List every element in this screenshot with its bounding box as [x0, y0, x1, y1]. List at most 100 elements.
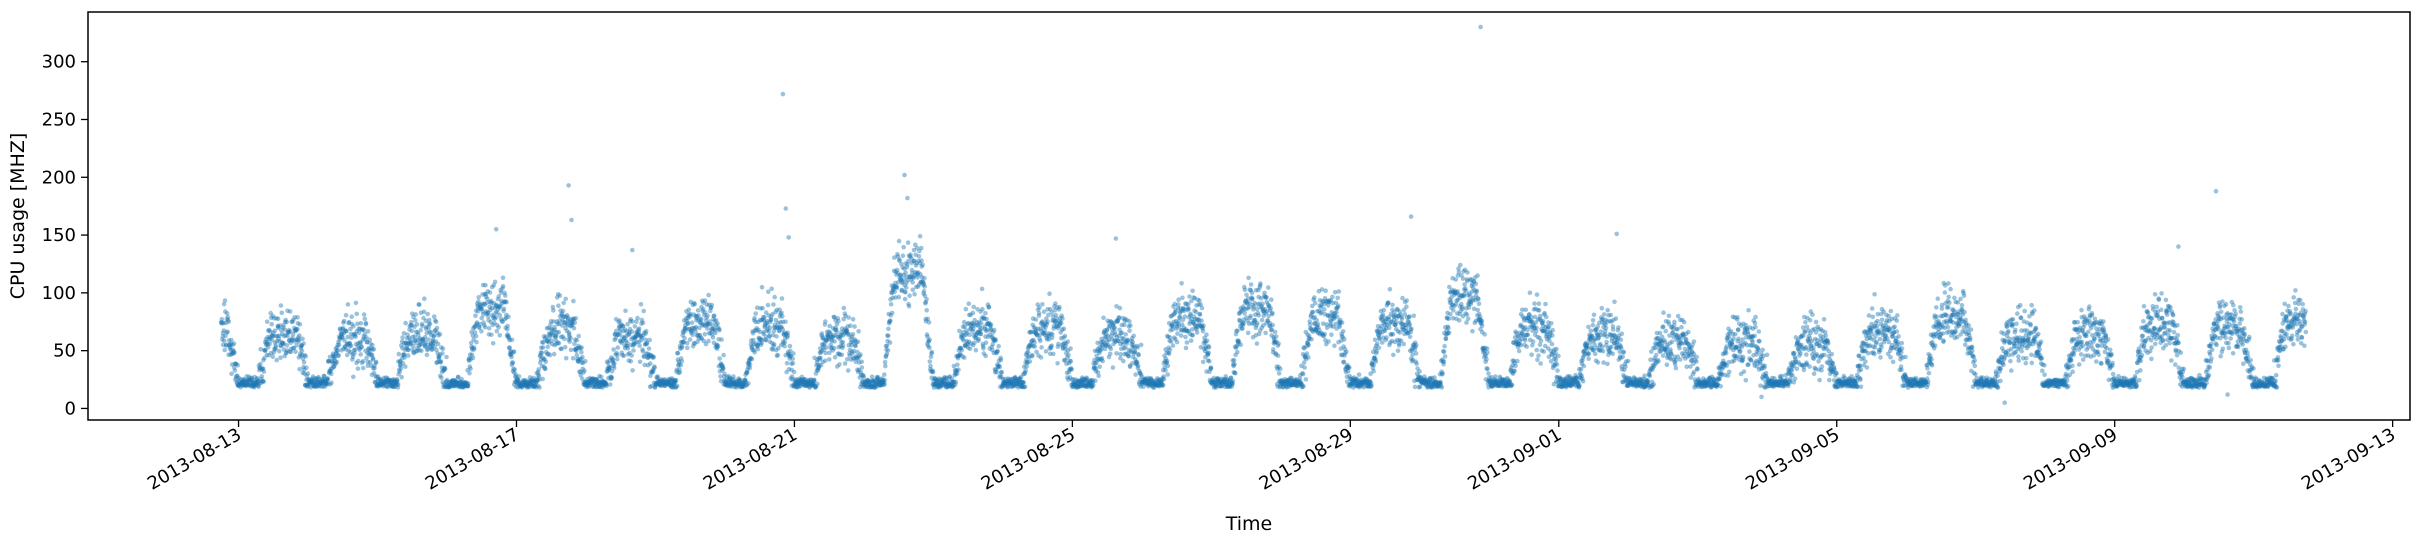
data-point: [1306, 343, 1311, 348]
data-point: [375, 374, 381, 380]
data-point: [390, 378, 395, 383]
data-point: [442, 365, 447, 371]
data-point: [252, 374, 257, 380]
data-point: [924, 308, 929, 313]
data-point: [1376, 345, 1382, 351]
data-point: [354, 360, 359, 366]
data-point: [341, 331, 347, 336]
data-point: [831, 345, 837, 351]
data-point: [551, 351, 557, 357]
data-point: [1049, 343, 1054, 349]
data-point: [247, 382, 253, 387]
data-point: [765, 302, 771, 308]
data-point: [279, 310, 285, 316]
data-point: [402, 352, 407, 357]
data-point: [823, 319, 828, 324]
data-point: [1456, 318, 1462, 323]
data-point: [545, 344, 550, 350]
data-point: [1204, 338, 1210, 344]
data-point: [976, 337, 981, 342]
data-point: [406, 347, 411, 353]
data-point: [233, 361, 238, 367]
data-point: [312, 380, 318, 386]
data-point: [1334, 310, 1339, 315]
data-point: [1413, 351, 1419, 356]
data-point: [444, 377, 450, 383]
data-point: [1482, 332, 1487, 337]
data-point: [269, 321, 275, 327]
data-point: [279, 340, 285, 345]
data-point: [1386, 325, 1392, 331]
data-point: [1401, 341, 1406, 347]
data-point: [1446, 316, 1452, 322]
data-point: [1460, 306, 1465, 312]
data-point: [1554, 362, 1560, 367]
data-point: [377, 376, 382, 382]
data-point: [232, 350, 237, 355]
data-point: [689, 320, 695, 326]
data-point: [240, 379, 246, 384]
data-point: [380, 382, 385, 387]
data-point: [393, 384, 398, 389]
data-point: [403, 340, 409, 346]
data-point: [248, 377, 253, 383]
data-point: [1470, 328, 1475, 334]
data-point: [230, 350, 235, 356]
data-point: [483, 282, 488, 288]
data-point: [414, 340, 419, 346]
data-point: [383, 378, 389, 384]
data-point: [322, 378, 328, 383]
data-point: [1183, 345, 1189, 351]
data-point: [386, 380, 391, 385]
data-point: [415, 346, 420, 351]
data-point: [277, 339, 283, 344]
data-point: [1390, 302, 1395, 308]
data-point: [381, 378, 387, 384]
data-point: [260, 379, 265, 384]
data-point: [994, 369, 999, 375]
data-point: [252, 382, 258, 387]
data-point: [1336, 303, 1341, 308]
data-point: [889, 310, 895, 316]
data-point: [1264, 294, 1269, 300]
data-point: [419, 348, 424, 354]
data-point: [598, 374, 604, 380]
data-point: [391, 384, 397, 390]
data-point: [1443, 336, 1449, 342]
data-point: [468, 366, 473, 372]
data-point: [537, 385, 542, 390]
data-point: [927, 337, 932, 342]
data-point: [325, 378, 330, 383]
data-point: [717, 356, 722, 361]
data-point: [1442, 354, 1448, 359]
data-point: [710, 335, 716, 340]
data-point: [417, 336, 423, 341]
data-point: [350, 354, 356, 360]
data-point: [321, 384, 326, 389]
data-point: [338, 327, 343, 332]
data-point: [367, 348, 373, 354]
data-point: [339, 331, 345, 337]
data-point: [228, 347, 234, 353]
data-point: [288, 340, 294, 346]
data-point: [337, 337, 343, 342]
data-point: [1530, 343, 1535, 348]
data-point: [628, 359, 634, 364]
data-point: [1656, 359, 1661, 364]
data-point: [258, 361, 263, 367]
data-point: [580, 354, 585, 360]
data-point: [335, 353, 341, 359]
data-point: [334, 360, 340, 365]
data-point: [1608, 344, 1614, 350]
data-point: [318, 380, 323, 386]
data-point: [293, 337, 299, 343]
data-point: [405, 347, 411, 353]
data-point: [399, 374, 405, 380]
data-point: [243, 381, 249, 386]
data-point: [1322, 307, 1327, 312]
data-point: [234, 381, 240, 386]
data-point: [956, 367, 961, 373]
data-point: [1651, 382, 1656, 387]
data-point: [582, 368, 587, 374]
